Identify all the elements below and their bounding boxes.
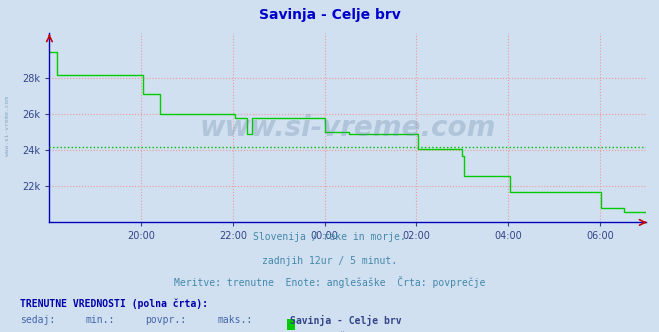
Text: Slovenija / reke in morje.: Slovenija / reke in morje.	[253, 232, 406, 242]
Text: Meritve: trenutne  Enote: anglešaške  Črta: povprečje: Meritve: trenutne Enote: anglešaške Črta…	[174, 276, 485, 288]
Text: zadnjih 12ur / 5 minut.: zadnjih 12ur / 5 minut.	[262, 256, 397, 266]
Text: sedaj:: sedaj:	[20, 315, 55, 325]
Text: www.si-vreme.com: www.si-vreme.com	[200, 114, 496, 142]
Text: Savinja - Celje brv: Savinja - Celje brv	[258, 8, 401, 22]
Text: min.:: min.:	[86, 315, 115, 325]
Text: Savinja - Celje brv: Savinja - Celje brv	[290, 315, 401, 326]
Text: povpr.:: povpr.:	[145, 315, 186, 325]
Text: TRENUTNE VREDNOSTI (polna črta):: TRENUTNE VREDNOSTI (polna črta):	[20, 299, 208, 309]
Text: www.si-vreme.com: www.si-vreme.com	[5, 96, 11, 156]
Text: maks.:: maks.:	[217, 315, 252, 325]
